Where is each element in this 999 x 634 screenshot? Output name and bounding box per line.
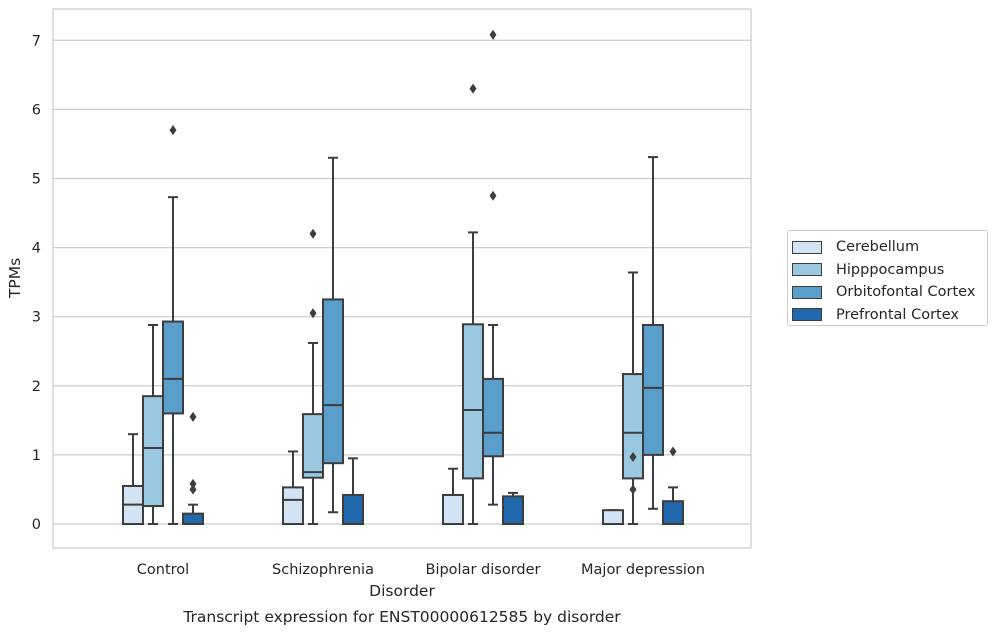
box-body — [642, 323, 664, 456]
outlier-point — [189, 411, 197, 422]
y-tick-label: 5 — [32, 172, 41, 188]
x-axis-label: Disorder — [369, 582, 435, 600]
legend: Cerebellum Hipppocampus Orbitofontal Corte… — [787, 230, 988, 326]
plot-area — [52, 8, 752, 549]
x-tick-label: Major depression — [581, 562, 705, 578]
box-body — [482, 377, 504, 458]
y-tick-label: 4 — [32, 241, 41, 257]
y-tick-label: 7 — [32, 33, 41, 49]
box — [622, 271, 644, 525]
box — [502, 491, 524, 525]
outlier-point — [669, 446, 677, 457]
box — [322, 156, 344, 514]
outlier-point — [189, 484, 197, 495]
legend-label: Orbitofontal Cortex — [836, 284, 976, 301]
box-body — [462, 323, 484, 480]
box-body — [322, 298, 344, 465]
box — [122, 433, 144, 525]
y-tick-label: 0 — [32, 517, 41, 533]
box — [602, 509, 624, 525]
box-body — [502, 495, 524, 525]
y-tick-label: 6 — [32, 102, 41, 118]
legend-swatch — [792, 240, 822, 254]
legend-label: Prefrontal Cortex — [836, 306, 959, 323]
box-body — [342, 493, 364, 525]
outlier-point — [309, 228, 317, 239]
outlier-point — [629, 484, 637, 495]
outlier-point — [309, 308, 317, 319]
box-body — [302, 413, 324, 479]
box-series — [122, 29, 684, 526]
x-tick-labels: Control Schizophrenia Bipolar disorder Majo… — [137, 562, 705, 578]
box-body — [282, 486, 304, 526]
outlier-point — [189, 478, 197, 489]
y-tick-label: 3 — [32, 310, 41, 326]
box-body — [622, 373, 644, 480]
legend-label: Cerebellum — [836, 239, 920, 256]
outlier-point — [489, 29, 497, 40]
x-tick-label: Bipolar disorder — [426, 562, 541, 578]
box — [662, 446, 684, 525]
outlier-point — [469, 83, 477, 94]
box-body — [602, 509, 624, 525]
chart-caption: Transcript expression for ENST0000061258… — [182, 608, 621, 626]
box-body — [442, 493, 464, 525]
y-tick-label: 2 — [32, 379, 41, 395]
outlier-point — [629, 451, 637, 462]
legend-item: Orbitofontal Cortex — [792, 281, 987, 304]
legend-swatch — [792, 285, 822, 299]
box-body — [162, 320, 184, 415]
box — [302, 228, 324, 525]
legend-swatch — [792, 308, 822, 322]
outlier-point — [489, 190, 497, 201]
box — [142, 323, 164, 525]
box-body — [662, 500, 684, 525]
box — [642, 156, 664, 510]
y-tick-labels: 0 1 2 3 4 5 6 7 — [32, 33, 41, 533]
x-tick-label: Control — [137, 562, 189, 578]
box — [282, 450, 304, 526]
legend-item: Cerebellum — [792, 236, 987, 259]
box — [162, 125, 184, 525]
outlier-point — [169, 125, 177, 136]
legend-label: Hipppocampus — [836, 261, 945, 278]
legend-item: Hipppocampus — [792, 259, 987, 282]
x-tick-label: Schizophrenia — [272, 562, 374, 578]
legend-swatch — [792, 263, 822, 277]
legend-item: Prefrontal Cortex — [792, 304, 987, 327]
box — [482, 29, 504, 506]
box — [342, 457, 364, 525]
y-tick-label: 1 — [32, 448, 41, 464]
box-body — [142, 395, 164, 508]
box — [182, 411, 204, 526]
y-axis-label: TPMs — [6, 258, 24, 299]
box — [442, 467, 464, 525]
box — [462, 83, 484, 525]
box-body — [182, 512, 204, 526]
